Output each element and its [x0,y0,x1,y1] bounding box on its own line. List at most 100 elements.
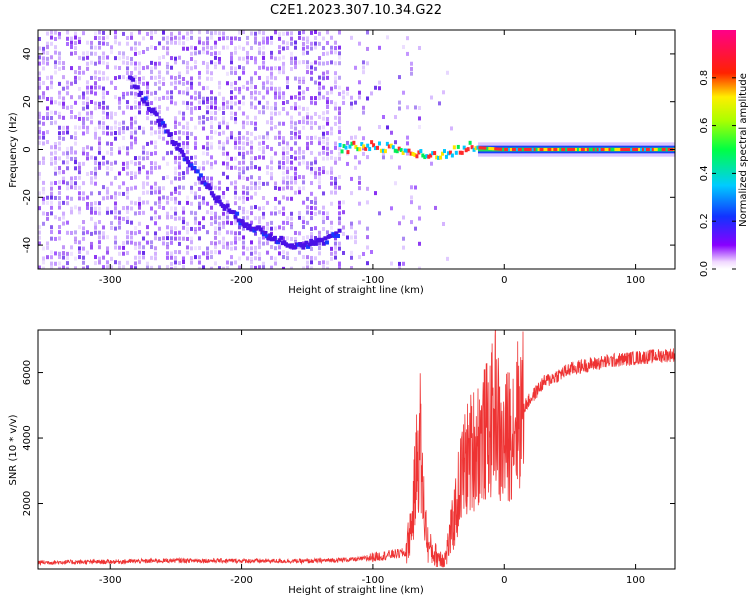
heatmap-cell [290,51,293,56]
heatmap-cell [186,60,189,65]
heatmap-cell [306,265,309,269]
heatmap-cell [170,36,173,41]
heatmap-cell [86,250,89,255]
heatmap-cell [322,131,325,136]
heatmap-cell [334,121,337,126]
heatmap-cell [70,230,73,235]
heatmap-cell [186,230,189,235]
heatmap-cell [322,260,325,265]
heatmap-cell [262,85,265,90]
heatmap-cell [186,106,189,111]
heatmap-cell [198,236,201,241]
heatmap-cell [78,65,81,70]
heatmap-cell [50,96,53,101]
heatmap-cell [54,141,57,146]
heatmap-cell [158,96,161,101]
heatmap-cell [250,265,253,269]
heatmap-cell [258,240,261,245]
heatmap-cell [42,80,45,85]
heatmap-cell [182,46,185,51]
heatmap-cell [294,95,297,100]
heatmap-cell [358,175,361,180]
heatmap-cell [206,201,209,206]
center-line-cell [543,148,547,151]
heatmap-cell [318,56,321,61]
heatmap-cell [326,96,329,101]
heatmap-cell [274,261,277,266]
ridge-cell [131,77,136,82]
center-line-cell [651,148,655,151]
heatmap-cell [74,51,77,56]
heatmap-cell [126,186,129,191]
center-line-cell [344,145,348,150]
heatmap-cell [94,126,97,131]
heatmap-cell [354,165,357,170]
heatmap-cell [54,156,57,161]
center-line-cell [362,144,366,149]
heatmap-cell [190,56,193,61]
heatmap-cell [314,101,317,106]
heatmap-cell [214,250,217,255]
heatmap-cell [66,155,69,160]
heatmap-cell [278,70,281,75]
heatmap-cell [134,241,137,246]
heatmap-cell [250,80,253,85]
heatmap-cell [406,105,409,110]
heatmap-cell [178,236,181,241]
heatmap-cell [94,131,97,136]
center-line-cell [502,147,506,151]
heatmap-cell [242,111,245,116]
heatmap-cell [178,241,181,246]
heatmap-cell [218,186,221,191]
heatmap-cell [270,35,273,40]
heatmap-cell [134,156,137,161]
ridge-cell [335,233,340,238]
heatmap-cell [306,220,309,225]
heatmap-cell [162,186,165,191]
heatmap-cell [138,161,141,166]
heatmap-cell [326,51,329,56]
heatmap-cell [162,130,165,135]
heatmap-cell [418,216,421,221]
heatmap-cell [282,46,285,51]
heatmap-cell [134,66,137,71]
heatmap-cell [234,220,237,225]
heatmap-cell [326,260,329,265]
heatmap-cell [186,80,189,85]
heatmap-cell [82,31,85,36]
center-line-cell [464,148,468,153]
heatmap-cell [310,235,313,240]
heatmap-cell [82,181,85,186]
heatmap-cell [258,65,261,70]
heatmap-cell [82,70,85,75]
heatmap-cell [106,125,109,130]
heatmap-cell [130,81,133,86]
heatmap-cell [102,185,105,190]
heatmap-cell [398,221,401,226]
heatmap-cell [166,245,169,250]
center-line-cell [482,146,486,150]
heatmap-cell [158,205,161,210]
ridge-cell [195,169,200,174]
heatmap-cell [178,80,181,85]
heatmap-cell [58,201,61,206]
heatmap-cell [98,30,101,35]
heatmap-cell [166,265,169,269]
heatmap-cell [178,110,181,115]
heatmap-cell [102,105,105,110]
heatmap-cell [146,141,149,146]
heatmap-cell [334,106,337,111]
heatmap-cell [126,36,129,41]
heatmap-cell [98,211,101,216]
heatmap-cell [158,110,161,115]
heatmap-cell [354,135,357,140]
heatmap-cell [202,145,205,150]
heatmap-cell [358,80,361,85]
heatmap-cell [338,120,341,125]
heatmap-cell [222,130,225,135]
heatmap-cell [270,265,273,269]
heatmap-cell [42,180,45,185]
heatmap-cell [326,30,329,35]
heatmap-cell [242,30,245,35]
heatmap-cell [278,31,281,36]
